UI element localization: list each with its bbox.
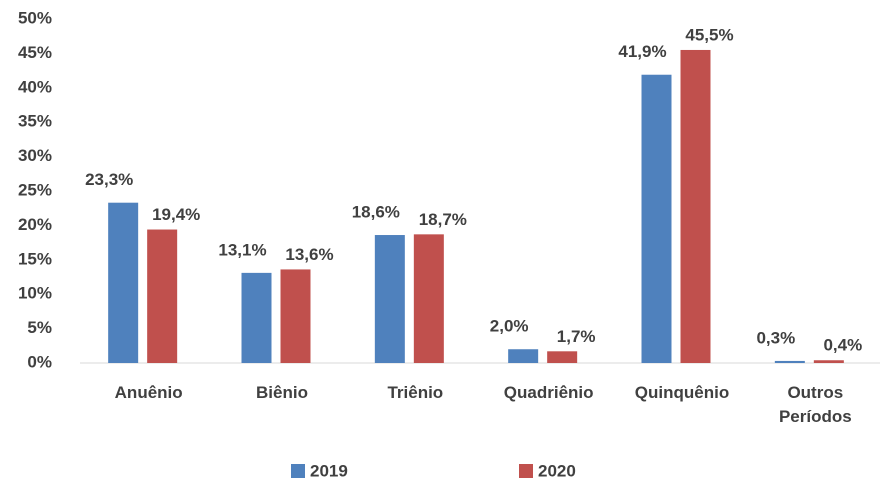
bar xyxy=(641,74,672,363)
y-tick-label: 40% xyxy=(18,77,52,96)
bar xyxy=(680,49,711,364)
legend-label: 2019 xyxy=(310,461,348,480)
x-tick-label: Outros Períodos xyxy=(778,383,852,426)
data-label: 13,1% xyxy=(218,240,266,259)
data-label: 18,7% xyxy=(419,210,467,229)
y-tick-label: 15% xyxy=(18,249,52,268)
y-tick-label: 10% xyxy=(18,284,52,303)
y-tick-label: 35% xyxy=(18,112,52,131)
y-tick-label: 20% xyxy=(18,215,52,234)
y-tick-label: 50% xyxy=(18,8,52,27)
bar xyxy=(108,202,139,363)
bar xyxy=(374,235,405,363)
y-tick-label: 25% xyxy=(18,180,52,199)
data-label: 23,3% xyxy=(85,170,133,189)
data-label: 0,4% xyxy=(823,336,862,355)
data-label: 2,0% xyxy=(490,317,529,336)
data-label: 41,9% xyxy=(618,42,666,61)
x-tick-label: Anuênio xyxy=(114,383,183,402)
data-label: 19,4% xyxy=(152,205,200,224)
legend-label: 2020 xyxy=(538,461,576,480)
data-label: 0,3% xyxy=(756,328,795,347)
x-tick-label: Biênio xyxy=(256,383,308,402)
x-tick-label: Quadriênio xyxy=(503,383,594,402)
bar xyxy=(280,269,311,363)
bar xyxy=(774,360,805,363)
data-label: 13,6% xyxy=(285,245,333,264)
data-label: 1,7% xyxy=(557,327,596,346)
y-tick-label: 5% xyxy=(27,318,52,337)
bar xyxy=(508,349,539,363)
data-label: 45,5% xyxy=(685,25,733,44)
x-tick-label: Triênio xyxy=(387,383,444,402)
y-tick-label: 0% xyxy=(27,352,52,371)
bar xyxy=(413,234,444,363)
data-label: 18,6% xyxy=(352,203,400,222)
legend-swatch xyxy=(291,464,305,478)
legend-swatch xyxy=(519,464,533,478)
x-tick-label: Quinquênio xyxy=(634,383,730,402)
bar xyxy=(147,229,178,363)
bar xyxy=(813,360,844,363)
bar xyxy=(241,272,272,363)
bar xyxy=(547,351,578,363)
y-tick-label: 30% xyxy=(18,146,52,165)
y-tick-label: 45% xyxy=(18,43,52,62)
